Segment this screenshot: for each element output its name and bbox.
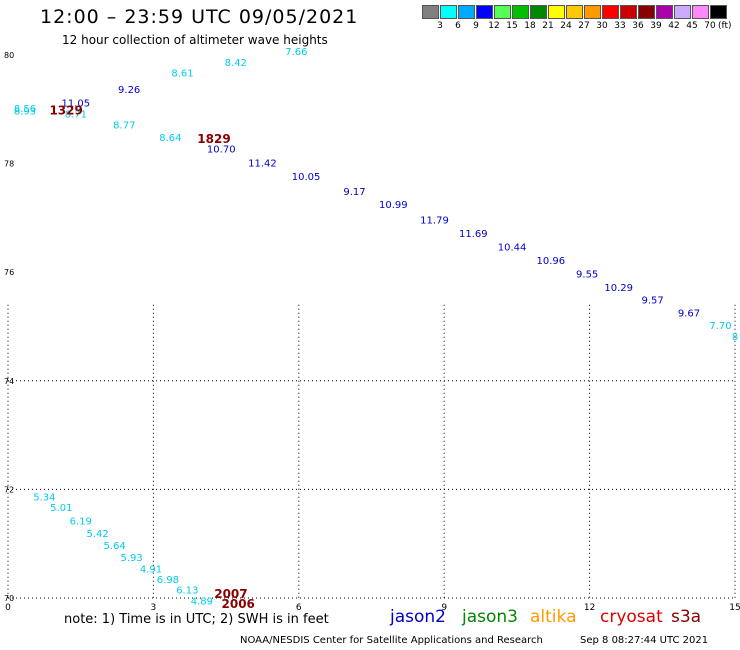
colorbar-swatch [656, 5, 673, 19]
colorbar-tick-label: 70 [704, 21, 716, 31]
wave-height-label: 8.61 [171, 69, 193, 80]
colorbar-swatch [548, 5, 565, 19]
legend-jason3: jason3 [462, 607, 518, 627]
colorbar-tick-label: 36 [632, 21, 644, 31]
colorbar-tick-label: 27 [578, 21, 590, 31]
wave-height-label: 6.98 [157, 575, 179, 586]
y-tick-label: 74 [4, 377, 14, 386]
colorbar-tick-label: 3 [437, 21, 443, 31]
colorbar-tick-label: 12 [488, 21, 500, 31]
wave-height-label: 6.19 [70, 517, 92, 528]
colorbar-unit: (ft) [718, 21, 732, 31]
legend-s3a: s3a [671, 607, 702, 627]
colorbar-tick-label: 18 [524, 21, 536, 31]
chart-subtitle: 12 hour collection of altimeter wave hei… [62, 33, 328, 47]
colorbar-swatch [692, 5, 709, 19]
colorbar-swatch [530, 5, 547, 19]
colorbar-swatch [422, 5, 439, 19]
x-tick-label: 6 [296, 603, 302, 613]
colorbar-swatch [512, 5, 529, 19]
wave-height-label: 10.99 [379, 200, 408, 211]
x-tick-label: 3 [151, 603, 157, 613]
generated-timestamp: Sep 8 08:27:44 UTC 2021 [580, 635, 709, 646]
colorbar-swatch [476, 5, 493, 19]
wave-height-label: 10.44 [498, 242, 527, 253]
wave-height-label: 8.93 [14, 107, 36, 118]
x-tick-label: 9 [441, 603, 447, 613]
colorbar-swatch [602, 5, 619, 19]
wave-height-label: 5.93 [120, 553, 142, 564]
wave-height-label: 9.55 [576, 270, 598, 281]
wave-height-label: 4.91 [140, 564, 162, 575]
wave-height-label: 9.67 [678, 309, 700, 320]
colorbar-tick-label: 6 [455, 21, 461, 31]
colorbar-tick-label: 45 [686, 21, 698, 31]
colorbar-swatch [440, 5, 457, 19]
wave-height-label: 8.71 [65, 109, 87, 120]
colorbar-tick-label: 42 [668, 21, 680, 31]
legend-cryosat: cryosat [600, 607, 663, 627]
colorbar-tick-label: 39 [650, 21, 662, 31]
wave-height-label: 10.70 [207, 145, 236, 156]
chart-title: 12:00 – 23:59 UTC 09/05/2021 [40, 6, 359, 28]
wave-height-label: 7.70 [709, 321, 731, 332]
colorbar-swatch [584, 5, 601, 19]
colorbar-swatch [674, 5, 691, 19]
wave-height-label: 8.77 [113, 120, 135, 131]
colorbar-tick-label: 15 [506, 21, 518, 31]
y-tick-label: 78 [4, 160, 14, 169]
wave-height-label: 10.29 [604, 283, 633, 294]
wave-height-label: 9.57 [641, 296, 663, 307]
wave-height-label: 5.64 [103, 541, 125, 552]
wave-height-label: 9.26 [118, 85, 140, 96]
wave-height-label: 5.34 [33, 492, 55, 503]
x-tick-label: 0 [5, 603, 11, 613]
wave-height-label: 11.79 [420, 215, 449, 226]
pass-time-label: 1829 [197, 132, 230, 146]
wave-height-label: 5.42 [87, 529, 109, 540]
wave-height-label: 10.96 [537, 256, 566, 267]
wave-height-label: 4.89 [191, 597, 213, 608]
x-tick-label: 12 [584, 603, 595, 613]
colorbar-swatch [620, 5, 637, 19]
wave-height-label: 6.13 [176, 586, 198, 597]
wave-height-label: 8 [732, 332, 738, 343]
colorbar-tick-label: 30 [596, 21, 608, 31]
colorbar-tick-label: 21 [542, 21, 554, 31]
colorbar-swatch [710, 5, 727, 19]
legend-jason2: jason2 [390, 607, 446, 627]
wave-height-label: 10.05 [292, 172, 321, 183]
colorbar-legend [422, 5, 728, 19]
wave-height-label: 9.17 [343, 187, 365, 198]
colorbar-tick-label: 9 [473, 21, 479, 31]
y-tick-label: 80 [4, 51, 14, 60]
wave-height-label: 8.56 [14, 104, 36, 115]
wave-height-label: 11.69 [459, 229, 488, 240]
colorbar-labels: 3 6 9 12 15 18 21 24 27 30 33 36 39 42 45 70 (ft) [422, 21, 740, 35]
wave-height-label: 8.64 [159, 133, 181, 144]
pass-time-label: 2006 [222, 597, 255, 611]
y-tick-label: 72 [4, 485, 14, 494]
wave-height-label: 11.42 [248, 158, 277, 169]
wave-height-label: 5.01 [50, 503, 72, 514]
y-tick-label: 76 [4, 268, 14, 277]
colorbar-swatch [494, 5, 511, 19]
colorbar-tick-label: 33 [614, 21, 626, 31]
colorbar-swatch [566, 5, 583, 19]
pass-time-label: 1329 [49, 104, 82, 118]
colorbar-tick-label: 24 [560, 21, 572, 31]
pass-time-label: 2007 [214, 587, 247, 601]
colorbar-swatch [638, 5, 655, 19]
footer-note: note: 1) Time is in UTC; 2) SWH is in fe… [64, 612, 329, 627]
x-tick-label: 15 [729, 603, 740, 613]
wave-height-label: 7.66 [285, 47, 307, 58]
y-tick-label: 70 [4, 594, 14, 603]
legend-altika: altika [530, 607, 577, 627]
credit-line: NOAA/NESDIS Center for Satellite Applica… [240, 635, 543, 646]
wave-height-label: 8.42 [225, 58, 247, 69]
colorbar-swatch [458, 5, 475, 19]
wave-height-label: 11.05 [62, 99, 91, 110]
